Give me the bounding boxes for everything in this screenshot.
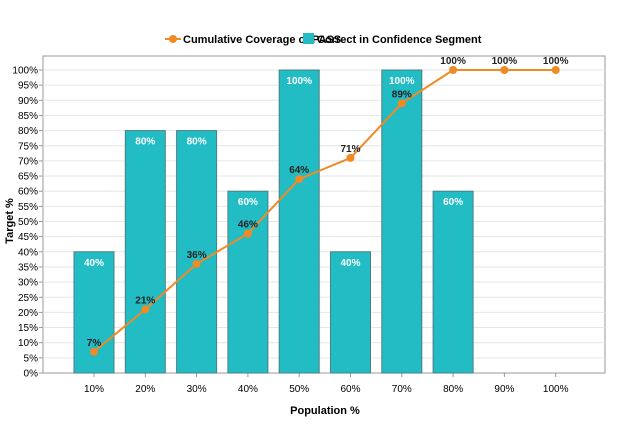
x-axis-title: Population % — [290, 405, 360, 417]
bar-value-label: 60% — [238, 197, 258, 208]
x-tick-label: 60% — [340, 384, 360, 395]
line-point — [346, 153, 355, 162]
x-tick-label: 20% — [135, 384, 155, 395]
bar — [124, 130, 166, 374]
bar-value-label: 40% — [340, 258, 360, 269]
bar — [227, 190, 269, 374]
line-value-label: 100% — [492, 56, 518, 67]
y-tick-label: 20% — [18, 308, 38, 319]
line-point — [90, 347, 98, 356]
line-value-label: 100% — [543, 56, 569, 67]
y-tick-label: 60% — [18, 187, 38, 198]
bar-value-label: 80% — [135, 137, 155, 148]
line-point — [397, 99, 406, 108]
legend-label-coverage: Cumulative Coverage of PASS — [183, 34, 341, 46]
y-tick-label: 25% — [18, 293, 38, 304]
x-tick-label: 50% — [289, 384, 309, 395]
y-tick-label: 50% — [18, 217, 38, 228]
line-value-label: 46% — [238, 220, 258, 231]
bar — [278, 69, 320, 374]
x-tick-label: 30% — [187, 384, 207, 395]
y-tick-label: 40% — [18, 247, 38, 258]
y-tick-label: 10% — [18, 338, 38, 349]
line-value-label: 64% — [289, 165, 309, 176]
plot-area: 0% 5% 10% 15% 20% 25% 30% 35% 40% 45% 50% 55% 60% 65%… — [12, 55, 606, 395]
y-tick-label: 95% — [18, 81, 38, 92]
line-point — [551, 66, 560, 74]
bar-value-label: 80% — [187, 137, 207, 148]
y-tick-label: 65% — [18, 172, 38, 183]
line-point — [243, 229, 252, 238]
x-tick-label: 70% — [392, 384, 412, 395]
y-tick-label: 70% — [18, 156, 38, 167]
y-tick-label: 30% — [18, 278, 38, 289]
legend-label-correct: Correct in Confidence Segment — [317, 34, 482, 46]
y-axis-title: Target % — [4, 198, 16, 244]
y-tick-label: 15% — [18, 323, 38, 334]
line-value-label: 21% — [135, 295, 155, 306]
bar-value-label: 100% — [389, 76, 415, 87]
bar-value-label: 100% — [286, 76, 312, 87]
y-tick-label: 0% — [24, 369, 39, 380]
y-tick-label: 75% — [18, 141, 38, 152]
legend-line-marker — [165, 35, 181, 43]
y-tick-label: 80% — [18, 126, 38, 137]
bar — [176, 130, 218, 374]
x-tick-label: 80% — [443, 384, 463, 395]
y-tick-label: 45% — [18, 232, 38, 243]
y-tick-label: 5% — [24, 353, 39, 364]
bar — [330, 251, 371, 374]
y-tick-label: 100% — [12, 66, 38, 77]
series-line-coverage — [93, 69, 556, 353]
bar-value-label: 60% — [443, 197, 463, 208]
x-tick-label: 40% — [238, 384, 258, 395]
line-value-label: 36% — [187, 250, 207, 261]
y-tick-label: 90% — [18, 96, 38, 107]
line-value-label: 71% — [340, 144, 360, 155]
bar — [381, 69, 423, 374]
line-point — [192, 259, 201, 268]
legend: Cumulative Coverage of PASS Correct in C… — [165, 33, 482, 46]
x-tick-label: 100% — [543, 384, 569, 395]
y-tick-label: 35% — [18, 262, 38, 273]
x-tick-label: 10% — [84, 384, 104, 395]
y-tick-label: 55% — [18, 202, 38, 213]
line-value-label: 100% — [440, 56, 466, 67]
line-point — [295, 175, 304, 184]
x-tick-label: 90% — [494, 384, 514, 395]
line-value-label: 7% — [87, 338, 102, 349]
legend-bar-swatch — [303, 33, 314, 44]
y-tick-label: 85% — [18, 111, 38, 122]
bar — [432, 190, 474, 374]
line-point — [449, 66, 458, 74]
line-value-label: 89% — [392, 89, 412, 100]
bar-value-label: 40% — [84, 258, 104, 269]
line-point — [141, 305, 150, 314]
line-point — [500, 66, 509, 74]
